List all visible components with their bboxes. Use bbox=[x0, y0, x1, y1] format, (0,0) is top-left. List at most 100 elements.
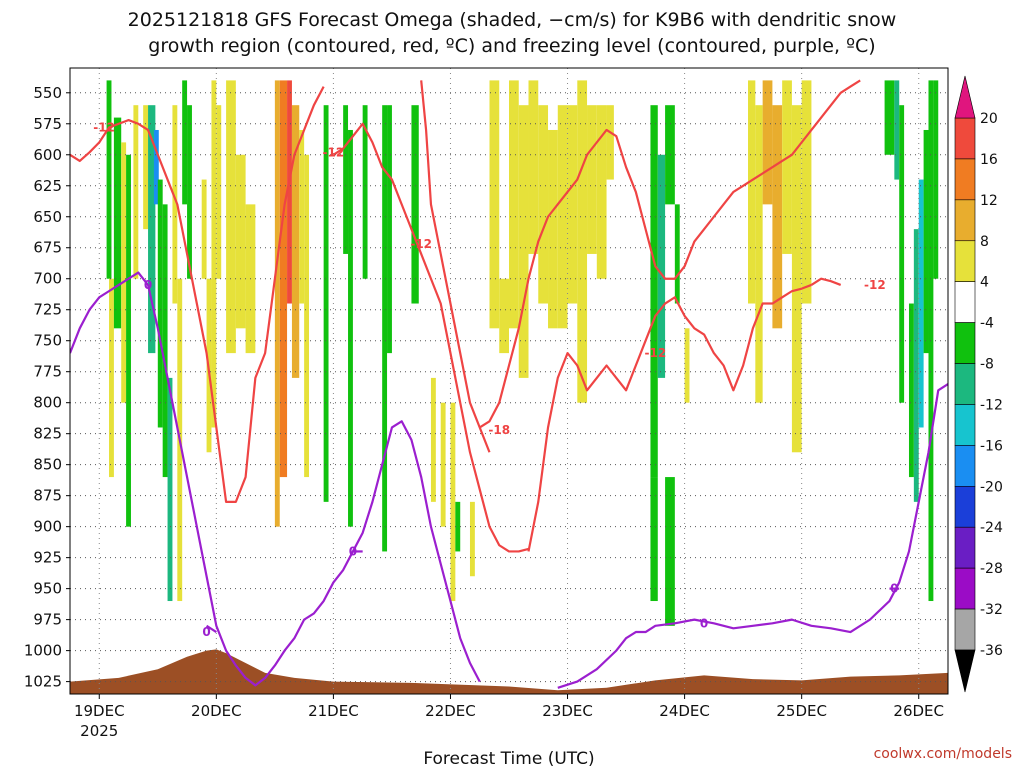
x-tick-label-5: 24DEC bbox=[659, 702, 710, 720]
y-tick-label-12: 850 bbox=[33, 456, 62, 474]
omega-cell-38 bbox=[450, 402, 456, 602]
freezing-contour-1 bbox=[205, 624, 217, 633]
x-tick-label-4: 23DEC bbox=[542, 702, 593, 720]
y-tick-label-6: 700 bbox=[33, 270, 62, 288]
colorbar-label-10: -24 bbox=[980, 520, 1003, 536]
y-tick-label-14: 900 bbox=[33, 518, 62, 536]
colorbar-top-arrow bbox=[954, 75, 976, 119]
dgz-contour-label-3: -12 bbox=[644, 346, 666, 360]
omega-cell-28 bbox=[304, 154, 310, 478]
credit-text: coolwx.com/models bbox=[874, 746, 1012, 762]
x-year-label: 2025 bbox=[80, 722, 118, 740]
omega-cell-4 bbox=[126, 154, 131, 527]
y-tick-label-7: 725 bbox=[33, 301, 62, 319]
colorbar-label-11: -28 bbox=[980, 561, 1003, 577]
y-tick-label-5: 675 bbox=[33, 239, 62, 257]
chart-title-line1: 2025121818 GFS Forecast Omega (shaded, −… bbox=[128, 9, 897, 31]
colorbar-bin-10 bbox=[954, 526, 976, 569]
omega-cell-46 bbox=[538, 105, 549, 304]
contour-labels-layer: -12 -12 -12 -12 -12 -18 0 0 0 0 0 bbox=[93, 121, 898, 640]
omega-cell-12 bbox=[172, 105, 178, 304]
omega-cell-35 bbox=[411, 105, 419, 304]
dgz-contour-1 bbox=[332, 122, 529, 553]
colorbar-bin-4 bbox=[954, 281, 976, 323]
y-tick-label-3: 625 bbox=[33, 177, 62, 195]
colorbar-bottom-arrow bbox=[954, 649, 976, 693]
omega-cell-61 bbox=[748, 80, 756, 304]
omega-cell-23 bbox=[274, 80, 280, 527]
omega-cell-18 bbox=[211, 80, 217, 428]
omega-cell-30 bbox=[343, 105, 349, 254]
omega-cell-76 bbox=[933, 80, 939, 279]
colorbar-label-0: 20 bbox=[980, 111, 998, 127]
chart-title-line2: growth region (contoured, red, ºC) and f… bbox=[148, 35, 875, 57]
omega-cell-40 bbox=[469, 501, 475, 577]
colorbar-label-1: 16 bbox=[980, 152, 998, 168]
terrain-fill bbox=[70, 649, 948, 694]
omega-cell-31 bbox=[348, 129, 353, 527]
omega-cell-5 bbox=[133, 105, 139, 279]
y-tick-label-1: 575 bbox=[33, 115, 62, 133]
colorbar-bin-3 bbox=[954, 240, 976, 282]
omega-cell-65 bbox=[782, 80, 792, 254]
dgz-contour-label-2: -12 bbox=[410, 237, 432, 251]
colorbar-bin-9 bbox=[954, 486, 976, 528]
x-tick-label-0: 19DEC bbox=[74, 702, 125, 720]
colorbar-label-5: -4 bbox=[980, 316, 994, 332]
omega-cell-57 bbox=[665, 105, 675, 205]
omega-cell-25 bbox=[287, 80, 292, 304]
omega-cell-44 bbox=[518, 105, 529, 378]
dgz-contour-5 bbox=[479, 79, 861, 429]
omega-shading-layer bbox=[106, 80, 939, 626]
omega-cell-56 bbox=[657, 154, 666, 378]
colorbar-label-9: -20 bbox=[980, 479, 1003, 495]
omega-cell-27 bbox=[299, 129, 305, 304]
x-tick-label-7: 26DEC bbox=[893, 702, 944, 720]
omega-cell-69 bbox=[894, 80, 900, 180]
omega-cell-37 bbox=[440, 402, 446, 527]
omega-cell-3 bbox=[121, 142, 127, 403]
freezing-contour-label-2: 0 bbox=[349, 544, 357, 558]
omega-cell-54 bbox=[650, 105, 658, 478]
x-tick-label-6: 25DEC bbox=[776, 702, 827, 720]
y-tick-label-11: 825 bbox=[33, 425, 62, 443]
colorbar-bin-12 bbox=[954, 608, 976, 651]
y-tick-label-18: 1000 bbox=[24, 642, 62, 660]
dgz-contour-label-1: -12 bbox=[323, 145, 345, 159]
colorbar-bin-8 bbox=[954, 445, 976, 487]
omega-cell-45 bbox=[528, 80, 539, 254]
colorbar-label-8: -16 bbox=[980, 438, 1003, 454]
terrain-layer bbox=[70, 649, 948, 694]
y-tick-label-9: 775 bbox=[33, 363, 62, 381]
omega-cell-1 bbox=[109, 278, 114, 478]
omega-cell-11 bbox=[167, 377, 173, 602]
omega-cell-43 bbox=[509, 80, 519, 329]
colorbar-label-12: -32 bbox=[980, 602, 1003, 618]
omega-cell-2 bbox=[113, 117, 122, 329]
freezing-contour-label-0: 0 bbox=[144, 278, 152, 292]
colorbar-bin-0 bbox=[954, 117, 976, 160]
omega-cell-39 bbox=[455, 501, 461, 552]
x-axis-label: Forecast Time (UTC) bbox=[423, 749, 594, 768]
omega-cell-41 bbox=[489, 80, 500, 329]
omega-cell-68 bbox=[884, 80, 895, 155]
y-tick-label-8: 750 bbox=[33, 332, 62, 350]
omega-cell-71 bbox=[908, 303, 914, 478]
freezing-contour-label-1: 0 bbox=[202, 625, 210, 639]
omega-cell-48 bbox=[557, 105, 568, 329]
omega-cell-73 bbox=[918, 179, 924, 428]
contour-layer bbox=[70, 79, 948, 689]
freezing-contour-0 bbox=[70, 271, 481, 687]
y-axis: 550 575 600 625 650 675 700 725 750 775 800 825 850 8… bbox=[24, 84, 70, 691]
omega-cell-26 bbox=[291, 105, 300, 378]
y-tick-label-2: 600 bbox=[33, 146, 62, 164]
omega-cell-24 bbox=[279, 80, 288, 478]
x-tick-label-1: 20DEC bbox=[191, 702, 242, 720]
omega-cell-62 bbox=[755, 105, 763, 403]
omega-cell-70 bbox=[899, 105, 905, 403]
colorbar-bin-1 bbox=[954, 158, 976, 201]
omega-cell-0 bbox=[106, 80, 112, 279]
omega-cell-9 bbox=[157, 179, 163, 428]
x-tick-label-3: 22DEC bbox=[425, 702, 476, 720]
